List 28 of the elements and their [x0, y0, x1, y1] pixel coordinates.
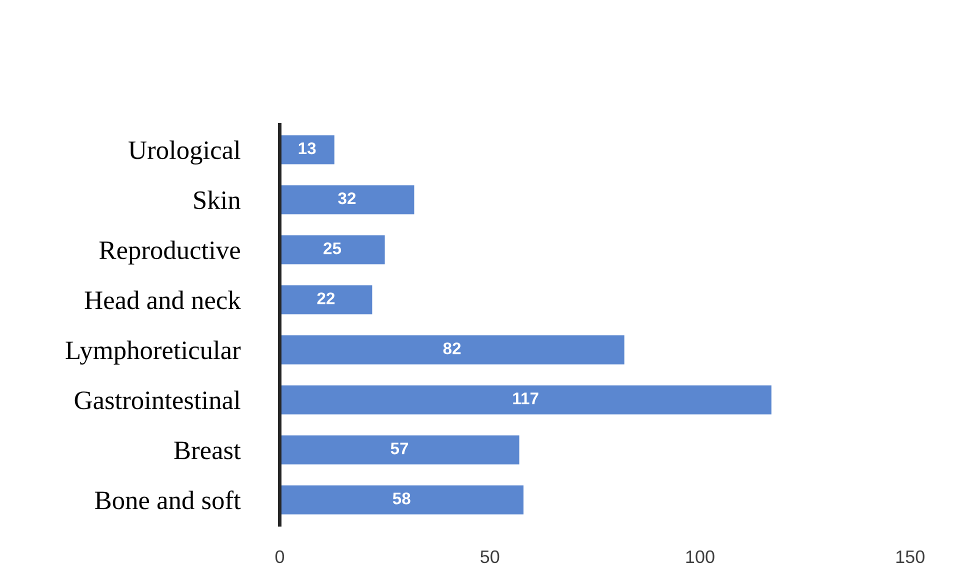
data-label: 58 — [392, 492, 410, 504]
data-label: 57 — [390, 442, 408, 454]
bar — [280, 485, 524, 514]
x-tick-label: 100 — [686, 550, 714, 564]
bar — [280, 435, 520, 464]
y-tick-label: Gastrointestinal — [74, 390, 240, 410]
x-tick-label: 150 — [896, 550, 924, 564]
y-tick-label: Breast — [174, 442, 241, 460]
x-tick-label: 50 — [480, 550, 500, 564]
data-label: 13 — [298, 142, 316, 154]
data-label: 25 — [324, 242, 342, 254]
bar — [280, 335, 624, 364]
y-tick-label: Urological — [128, 140, 240, 165]
bar — [280, 385, 772, 414]
data-label: 82 — [443, 342, 461, 354]
data-label: 32 — [338, 192, 356, 204]
data-label: 117 — [513, 392, 538, 404]
bar — [280, 235, 385, 264]
bar — [280, 285, 372, 314]
y-tick-label: Skin — [194, 190, 240, 210]
bar — [280, 185, 414, 214]
y-tick-label: Lymphoreticular — [66, 340, 241, 365]
data-label: 22 — [317, 292, 335, 304]
y-tick-label: Head and neck — [84, 290, 241, 310]
x-tick-label: 0 — [275, 550, 284, 564]
bar — [280, 135, 334, 164]
y-tick-label: Reproductive — [99, 240, 240, 265]
y-tick-label: Bone and soft — [95, 490, 241, 510]
